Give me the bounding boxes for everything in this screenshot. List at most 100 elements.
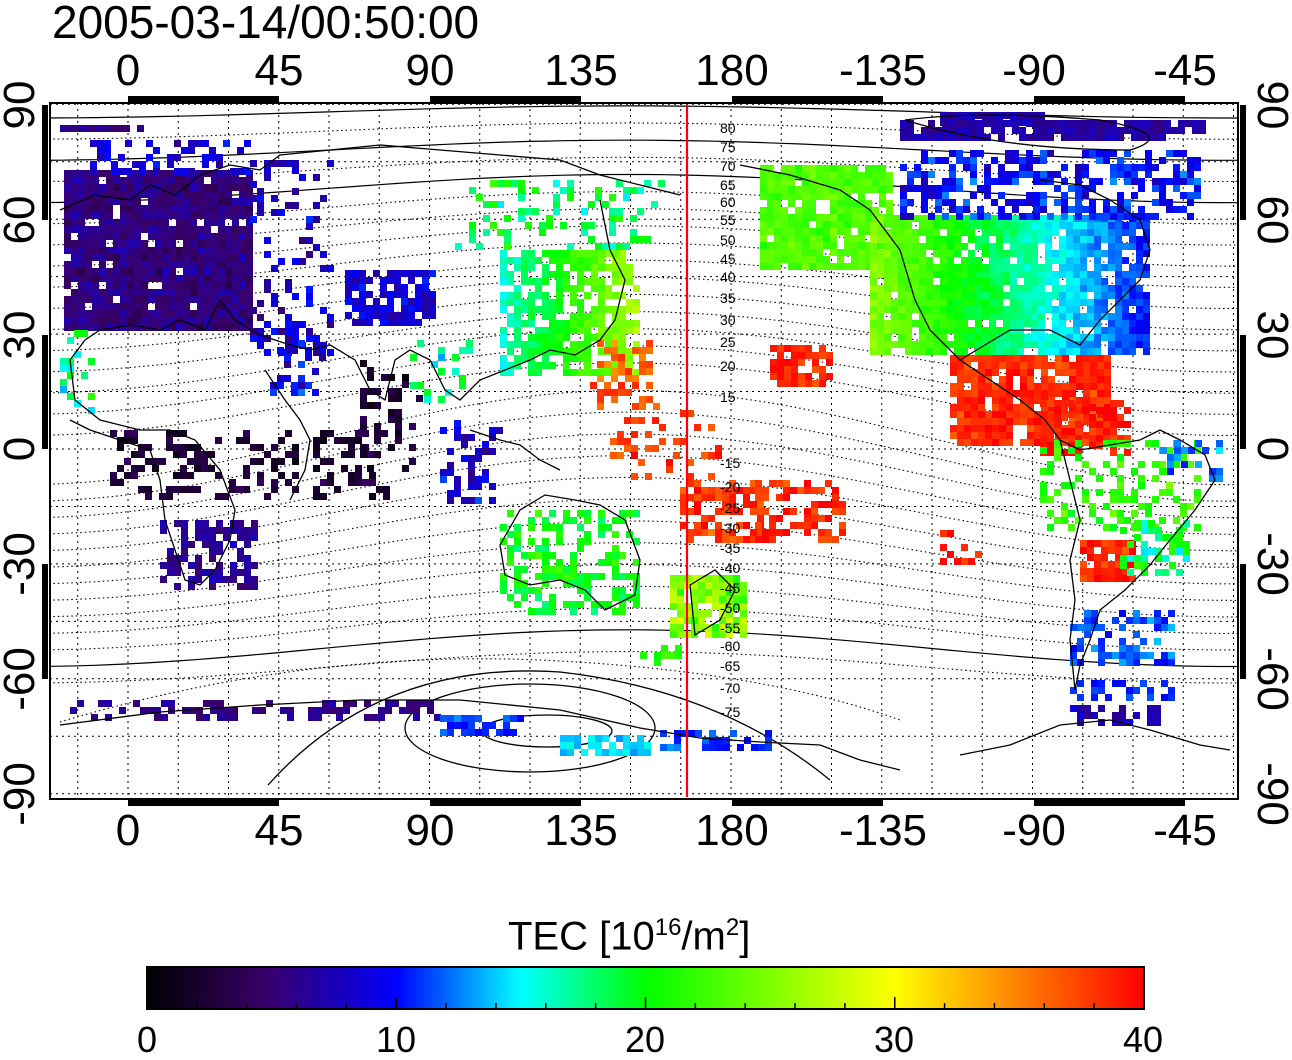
tec-cell	[898, 334, 905, 341]
tec-cell	[1026, 164, 1033, 171]
tec-cell	[560, 742, 567, 749]
tec-cell	[1124, 127, 1131, 134]
tec-cell	[1010, 271, 1017, 278]
tec-cell	[452, 368, 459, 375]
tec-cell	[584, 510, 591, 517]
tec-cell	[542, 278, 549, 285]
tec-cell	[81, 125, 88, 132]
tec-cell	[1033, 213, 1040, 220]
tec-cell	[784, 359, 791, 366]
tec-cell	[1094, 540, 1101, 547]
tec-cell	[202, 527, 209, 534]
tec-cell	[940, 119, 947, 126]
tec-cell	[99, 247, 106, 254]
tec-cell	[1104, 390, 1111, 397]
tec-cell	[940, 243, 947, 250]
tec-cell	[1117, 435, 1124, 442]
tec-cell	[1090, 355, 1097, 362]
tec-cell	[1066, 313, 1073, 320]
tec-cell	[1066, 229, 1073, 236]
tec-cell	[244, 541, 251, 548]
tec-cell	[1122, 285, 1129, 292]
tec-cell	[1124, 213, 1131, 220]
tec-cell	[694, 487, 701, 494]
tec-cell	[1031, 257, 1038, 264]
tec-cell	[239, 268, 246, 275]
tec-cell	[788, 200, 795, 207]
tec-cell	[1024, 292, 1031, 299]
tec-cell	[1104, 383, 1111, 390]
tec-cell	[811, 487, 818, 494]
tec-cell	[211, 219, 218, 226]
tec-cell	[630, 229, 637, 236]
tec-cell	[364, 714, 371, 721]
tec-cell	[975, 264, 982, 271]
tec-cell	[1096, 421, 1103, 428]
tec-cell	[837, 256, 844, 263]
tec-cell	[271, 479, 278, 486]
tec-cell	[637, 735, 644, 742]
tec-cell	[113, 275, 120, 282]
tec-cell	[819, 380, 826, 387]
tec-cell	[1108, 348, 1115, 355]
tec-cell	[500, 355, 507, 362]
tec-cell	[612, 552, 619, 559]
tec-cell	[139, 168, 146, 175]
tec-cell	[197, 240, 204, 247]
tec-cell	[687, 459, 694, 466]
tec-cell	[244, 527, 251, 534]
tec-cell	[1045, 250, 1052, 257]
tec-cell	[884, 285, 891, 292]
tec-cell	[1054, 171, 1061, 178]
tec-cell	[1010, 250, 1017, 257]
tec-cell	[1040, 489, 1047, 496]
tec-cell	[1141, 562, 1148, 569]
tec-cell	[181, 541, 188, 548]
tec-cell	[1068, 447, 1075, 454]
tec-cell	[602, 201, 609, 208]
tec-cell	[223, 534, 230, 541]
tec-cell	[216, 161, 223, 168]
tec-cell	[898, 327, 905, 334]
tec-cell	[1145, 440, 1152, 447]
tec-cell	[907, 127, 914, 134]
tec-cell	[78, 240, 85, 247]
tec-cell	[174, 562, 181, 569]
tec-cell	[71, 170, 78, 177]
tec-cell	[127, 240, 134, 247]
tec-cell	[173, 486, 180, 493]
tec-cell	[313, 465, 320, 472]
tec-cell	[865, 256, 872, 263]
top-lon-tick-label: -45	[1153, 46, 1217, 95]
tec-cell	[305, 382, 312, 389]
tec-cell	[1080, 257, 1087, 264]
tec-cell	[195, 534, 202, 541]
tec-cell	[1110, 407, 1117, 414]
tec-cell	[978, 390, 985, 397]
tec-cell	[556, 531, 563, 538]
tec-cell	[837, 249, 844, 256]
tec-cell	[92, 254, 99, 261]
tec-cell	[982, 271, 989, 278]
tec-cell	[978, 439, 985, 446]
tec-cell	[1010, 215, 1017, 222]
tec-cell	[1194, 192, 1201, 199]
tec-cell	[141, 226, 148, 233]
tec-cell	[760, 165, 767, 172]
tec-cell	[475, 455, 482, 462]
tec-cell	[712, 596, 719, 603]
tec-cell	[542, 608, 549, 615]
tec-cell	[877, 348, 884, 355]
tec-cell	[940, 334, 947, 341]
tec-cell	[1061, 134, 1068, 141]
tec-cell	[612, 531, 619, 538]
tec-cell	[202, 520, 209, 527]
tec-cell	[879, 172, 886, 179]
tec-cell	[85, 275, 92, 282]
tec-cell	[395, 409, 402, 416]
tec-cell	[174, 583, 181, 590]
tec-cell	[563, 278, 570, 285]
tec-cell	[872, 165, 879, 172]
tec-cell	[162, 289, 169, 296]
tec-cell	[919, 306, 926, 313]
